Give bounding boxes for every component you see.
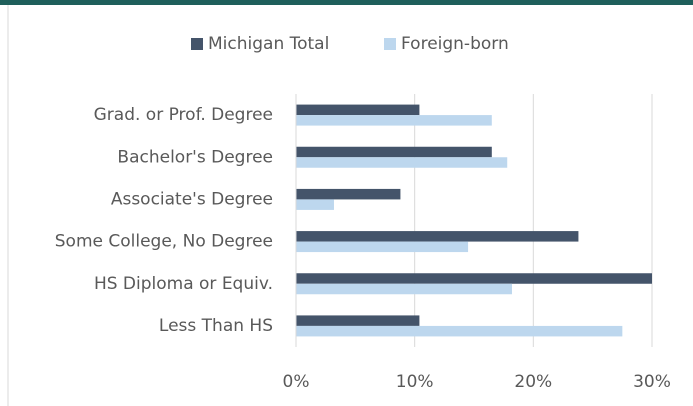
- y-tick-label: Some College, No Degree: [55, 232, 273, 252]
- x-tick-label: 10%: [396, 372, 434, 392]
- bar: [296, 188, 401, 200]
- top-border: [0, 0, 693, 5]
- x-tick-label: 30%: [633, 372, 671, 392]
- bar: [296, 231, 579, 242]
- legend-swatch: [191, 38, 203, 50]
- bar: [296, 325, 623, 337]
- bar: [296, 115, 492, 126]
- bar: [296, 241, 469, 253]
- bar: [296, 157, 508, 168]
- y-tick-label: Less Than HS: [159, 316, 273, 336]
- bar: [296, 199, 334, 210]
- x-tick-label: 0%: [283, 372, 310, 392]
- y-tick-label: HS Diploma or Equiv.: [94, 274, 273, 294]
- bar: [296, 315, 420, 326]
- x-tick-label: 20%: [514, 372, 552, 392]
- y-tick-label: Bachelor's Degree: [117, 147, 273, 167]
- legend-label: Foreign-born: [401, 34, 509, 54]
- bar: [296, 273, 652, 284]
- bar: [296, 146, 492, 158]
- legend-swatch: [384, 38, 396, 50]
- y-tick-label: Associate's Degree: [111, 189, 273, 209]
- bar: [296, 104, 420, 116]
- legend-label: Michigan Total: [208, 34, 329, 54]
- bar: [296, 283, 512, 295]
- y-tick-label: Grad. or Prof. Degree: [94, 105, 273, 125]
